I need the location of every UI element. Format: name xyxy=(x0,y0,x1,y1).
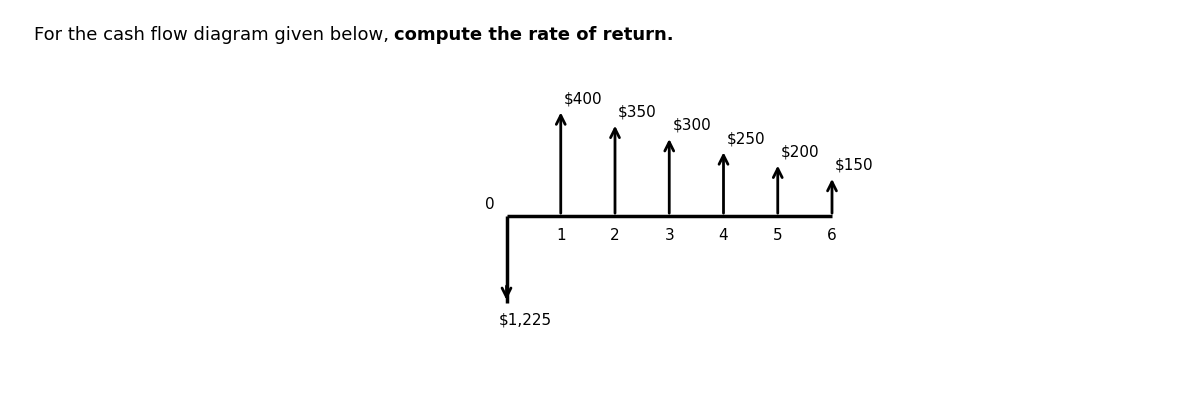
Text: 1: 1 xyxy=(556,228,565,243)
Text: 3: 3 xyxy=(665,228,674,243)
Text: 4: 4 xyxy=(719,228,728,243)
Text: $200: $200 xyxy=(781,144,820,160)
Text: $300: $300 xyxy=(672,118,712,133)
Text: 5: 5 xyxy=(773,228,782,243)
Text: $350: $350 xyxy=(618,104,656,120)
Text: 2: 2 xyxy=(610,228,620,243)
Text: 0: 0 xyxy=(485,196,494,212)
Text: 6: 6 xyxy=(827,228,836,243)
Text: $400: $400 xyxy=(564,91,602,106)
Text: $1,225: $1,225 xyxy=(499,313,552,328)
Text: For the cash flow diagram given below,: For the cash flow diagram given below, xyxy=(34,26,395,44)
Text: compute the rate of return.: compute the rate of return. xyxy=(395,26,674,44)
Text: $250: $250 xyxy=(726,131,766,146)
Text: $150: $150 xyxy=(835,158,874,173)
